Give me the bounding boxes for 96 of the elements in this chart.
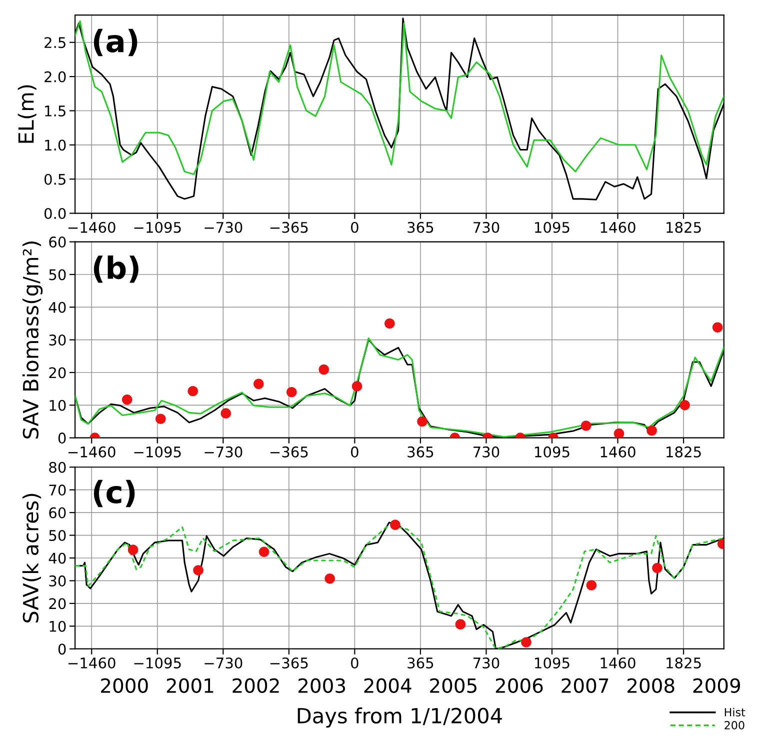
y-tick-label: 30 bbox=[49, 334, 66, 346]
x-tick-label: 1825 bbox=[666, 446, 701, 458]
point bbox=[390, 520, 400, 530]
y-tick-label: 0.0 bbox=[44, 208, 66, 220]
y-tick-label: 60 bbox=[49, 236, 66, 248]
x-tick-label: 1095 bbox=[535, 657, 570, 668]
x2-tick-label: 2006 bbox=[496, 678, 543, 693]
x-tick-label: 365 bbox=[408, 222, 434, 233]
x-tick-label: 365 bbox=[408, 446, 434, 458]
x-tick-label: −1095 bbox=[134, 657, 181, 668]
x-tick-label: 0 bbox=[351, 657, 358, 668]
annotation: (a) bbox=[94, 28, 138, 56]
point bbox=[258, 546, 270, 558]
point bbox=[417, 416, 428, 427]
x2-tick-label: 2005 bbox=[430, 678, 476, 693]
x-tick-label: 1460 bbox=[600, 657, 636, 668]
legend-label: 200 bbox=[724, 721, 744, 730]
point bbox=[652, 562, 662, 574]
point bbox=[188, 386, 198, 396]
point bbox=[580, 420, 592, 431]
y-tick-label: 10 bbox=[50, 400, 66, 411]
y-tick-label: 40 bbox=[48, 302, 66, 313]
y-tick-label: 30 bbox=[49, 575, 66, 586]
y-tick-label: 50 bbox=[49, 530, 66, 542]
x-tick-label: 1825 bbox=[666, 222, 701, 233]
y-tick-label: 0 bbox=[58, 432, 66, 444]
point bbox=[193, 565, 204, 576]
point bbox=[254, 378, 264, 390]
point bbox=[384, 318, 395, 329]
y-tick-label: 2.5 bbox=[44, 37, 66, 48]
x-tick-label: 1825 bbox=[666, 657, 701, 668]
y-axis-title: SAV(k acres) bbox=[22, 494, 42, 622]
x2-tick-label: 2009 bbox=[693, 678, 740, 693]
point bbox=[122, 394, 132, 405]
x-tick-label: 1095 bbox=[535, 222, 570, 233]
x-tick-label: −365 bbox=[270, 657, 308, 668]
point bbox=[586, 580, 597, 590]
annotation: (b) bbox=[94, 256, 138, 283]
point bbox=[614, 428, 624, 438]
point bbox=[680, 400, 690, 410]
x2-tick-label: 2008 bbox=[628, 678, 674, 693]
line-series bbox=[75, 20, 724, 176]
x-tick-label: 730 bbox=[474, 446, 500, 458]
y-tick-label: 1.5 bbox=[45, 106, 66, 116]
y-tick-label: 80 bbox=[49, 462, 66, 473]
x-tick-label: 1095 bbox=[535, 446, 570, 458]
x-tick-label: 730 bbox=[474, 657, 500, 668]
x-tick-label: 1460 bbox=[600, 222, 636, 233]
y-tick-label: 2.0 bbox=[44, 71, 66, 82]
x2-tick-label: 2004 bbox=[364, 678, 412, 693]
y-tick-label: 0.5 bbox=[44, 174, 66, 185]
y-tick-label: 70 bbox=[49, 484, 66, 496]
x-tick-label: −730 bbox=[204, 446, 242, 458]
y-axis-title: SAV Biomass(g/m²) bbox=[22, 242, 43, 439]
x2-tick-label: 2007 bbox=[562, 678, 608, 693]
annotation: (c) bbox=[94, 480, 135, 508]
point bbox=[128, 544, 138, 555]
x-tick-label: −730 bbox=[204, 222, 242, 233]
x-tick-label: −1460 bbox=[68, 222, 116, 233]
x-tick-label: 0 bbox=[351, 446, 358, 458]
x-tick-label: −730 bbox=[204, 657, 242, 668]
x-tick-label: −1460 bbox=[68, 657, 116, 668]
y-tick-label: 20 bbox=[49, 367, 66, 378]
legend-label: Hist bbox=[724, 708, 746, 716]
x-tick-label: 730 bbox=[474, 222, 500, 233]
y-tick-label: 60 bbox=[49, 507, 66, 518]
point bbox=[352, 381, 362, 392]
y-axis-title: EL(m) bbox=[18, 85, 36, 143]
x2-tick-label: 2000 bbox=[101, 678, 148, 693]
y-tick-label: 20 bbox=[49, 598, 66, 610]
y-tick-label: 50 bbox=[49, 269, 66, 280]
x2-tick-label: 2001 bbox=[166, 678, 214, 693]
x-tick-label: −365 bbox=[270, 446, 308, 458]
y-tick-label: 40 bbox=[48, 552, 66, 564]
y-tick-label: 10 bbox=[50, 620, 66, 632]
point bbox=[220, 408, 232, 418]
x-tick-label: 1460 bbox=[600, 446, 636, 458]
point bbox=[646, 425, 657, 436]
x-axis-title: Days from 1/1/2004 bbox=[298, 707, 502, 728]
point bbox=[324, 574, 335, 584]
x-tick-label: 365 bbox=[408, 657, 434, 668]
y-tick-label: 0 bbox=[58, 644, 66, 655]
point bbox=[712, 322, 723, 333]
x-tick-label: −365 bbox=[270, 222, 308, 233]
x-tick-label: −1095 bbox=[134, 446, 181, 458]
point bbox=[155, 414, 166, 424]
x-tick-label: −1460 bbox=[68, 446, 116, 458]
point bbox=[455, 619, 466, 630]
point bbox=[521, 637, 532, 648]
point bbox=[286, 386, 297, 398]
x-tick-label: −1095 bbox=[134, 222, 181, 233]
x2-tick-label: 2003 bbox=[298, 678, 345, 693]
y-tick-label: 1.0 bbox=[45, 140, 66, 151]
point bbox=[318, 364, 330, 375]
x2-tick-label: 2002 bbox=[232, 678, 279, 693]
x-tick-label: 0 bbox=[351, 222, 358, 233]
